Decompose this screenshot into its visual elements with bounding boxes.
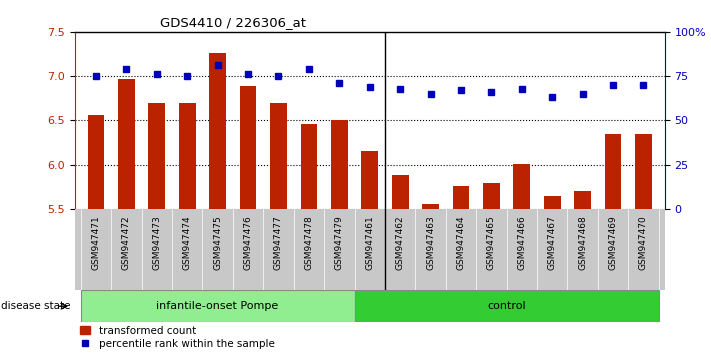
Bar	[81, 290, 355, 322]
Text: GSM947462: GSM947462	[395, 215, 405, 270]
Bar	[209, 53, 226, 209]
Bar	[605, 134, 621, 209]
Text: GSM947464: GSM947464	[456, 215, 466, 270]
Bar	[453, 186, 469, 209]
Bar	[240, 86, 257, 209]
Bar	[179, 103, 196, 209]
Text: GSM947467: GSM947467	[547, 215, 557, 270]
Text: GSM947465: GSM947465	[487, 215, 496, 270]
Text: GSM947477: GSM947477	[274, 215, 283, 270]
Bar	[270, 103, 287, 209]
Bar	[635, 134, 652, 209]
Text: GSM947479: GSM947479	[335, 215, 344, 270]
Bar	[361, 152, 378, 209]
Text: GSM947463: GSM947463	[426, 215, 435, 270]
Text: GSM947476: GSM947476	[244, 215, 252, 270]
Text: GSM947466: GSM947466	[518, 215, 526, 270]
Bar	[149, 103, 165, 209]
Bar	[513, 164, 530, 209]
Bar	[87, 115, 105, 209]
Bar	[392, 175, 409, 209]
Bar	[301, 124, 317, 209]
Text: GSM947472: GSM947472	[122, 215, 131, 270]
Text: GSM947471: GSM947471	[92, 215, 100, 270]
Bar	[331, 120, 348, 209]
Text: GSM947473: GSM947473	[152, 215, 161, 270]
Text: GSM947474: GSM947474	[183, 215, 192, 270]
Bar	[355, 290, 658, 322]
Text: GDS4410 / 226306_at: GDS4410 / 226306_at	[160, 16, 306, 29]
Legend: transformed count, percentile rank within the sample: transformed count, percentile rank withi…	[80, 326, 274, 349]
Text: GSM947478: GSM947478	[304, 215, 314, 270]
Bar	[544, 195, 560, 209]
Bar	[574, 191, 591, 209]
Text: GSM947461: GSM947461	[365, 215, 374, 270]
Text: GSM947470: GSM947470	[639, 215, 648, 270]
Text: infantile-onset Pompe: infantile-onset Pompe	[156, 301, 279, 311]
Bar	[118, 79, 134, 209]
Bar	[483, 183, 500, 209]
Text: disease state: disease state	[1, 301, 71, 311]
Text: GSM947469: GSM947469	[609, 215, 618, 270]
Text: GSM947468: GSM947468	[578, 215, 587, 270]
Text: GSM947475: GSM947475	[213, 215, 222, 270]
Bar	[422, 204, 439, 209]
Text: control: control	[487, 301, 526, 311]
